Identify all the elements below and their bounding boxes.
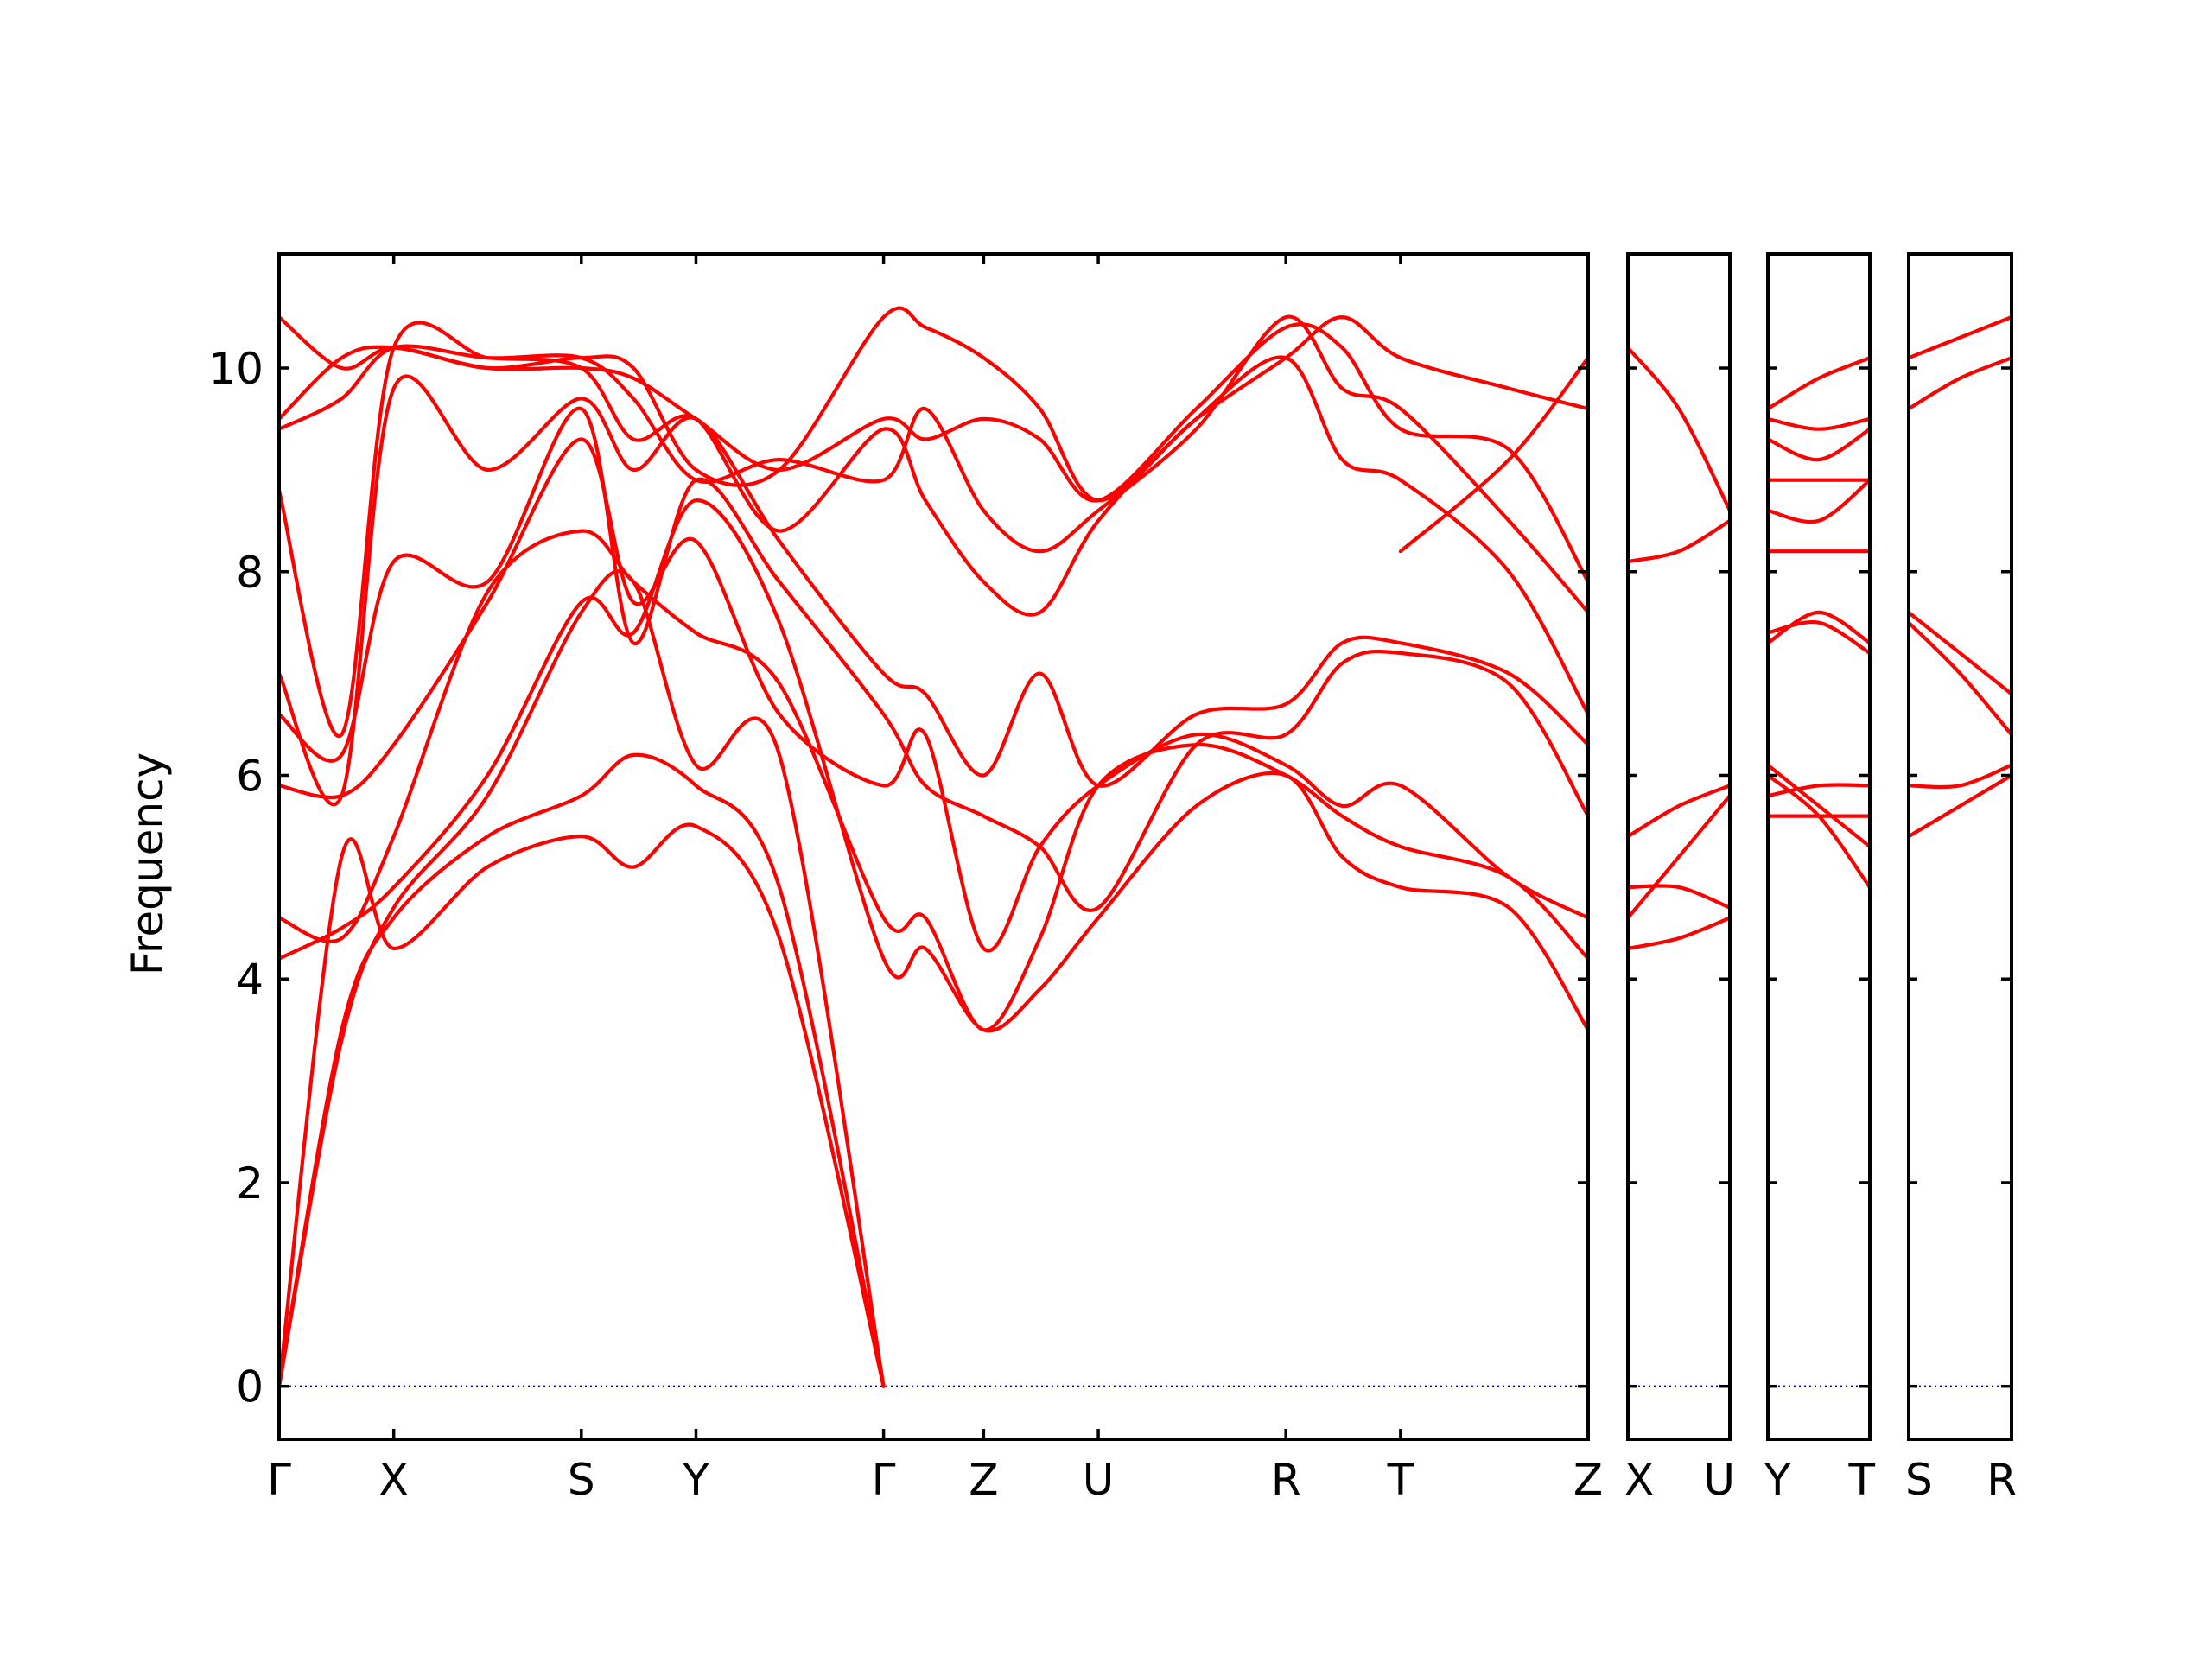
panel-frame xyxy=(1626,252,1732,1441)
band-5 xyxy=(1909,356,2012,411)
band-4 xyxy=(279,498,1588,1033)
bands-panel-x-u xyxy=(1628,346,1730,950)
panel-main: Γ X S Y Γ Z U R T Z 0 2 4 6 8 10 xyxy=(208,252,1603,1505)
band-6 xyxy=(1768,619,1870,656)
band-3 xyxy=(1909,620,2012,737)
x-tick-label: U xyxy=(1083,1455,1115,1505)
band-1 xyxy=(279,822,886,1388)
x-tick-label: Z xyxy=(1573,1455,1603,1505)
band-3 xyxy=(279,569,886,1388)
x-tick-label: X xyxy=(379,1455,409,1505)
band-6 xyxy=(279,437,1588,953)
band-8 xyxy=(1768,478,1870,524)
y-tick-label: 8 xyxy=(236,548,264,598)
band-4 xyxy=(1909,610,2012,696)
bands-main xyxy=(279,306,1588,1388)
panel-frame xyxy=(1766,252,1872,1441)
x-tick-label: R xyxy=(1986,1455,2017,1505)
x-tick-label: X xyxy=(1624,1455,1654,1505)
band-5 xyxy=(279,529,1588,1032)
x-tick-label: U xyxy=(1703,1455,1735,1505)
band-4 xyxy=(1768,763,1870,849)
band-3 xyxy=(1768,773,1870,890)
band-2 xyxy=(279,752,886,1388)
x-tick-label: Z xyxy=(969,1455,998,1505)
x-tick-label: Γ xyxy=(872,1455,896,1505)
y-axis-label: Frequency xyxy=(123,752,173,975)
x-tick-label: R xyxy=(1271,1455,1301,1505)
band-7 xyxy=(279,407,1588,912)
x-tick-label: Γ xyxy=(267,1455,291,1505)
x-tick-label: Y xyxy=(1764,1455,1791,1505)
band-12 xyxy=(1768,356,1870,411)
band-5 xyxy=(1768,610,1870,645)
y-tick-label: 2 xyxy=(236,1158,264,1209)
band-3 xyxy=(1628,884,1730,910)
band-6 xyxy=(1628,346,1730,513)
y-tick-label: 0 xyxy=(236,1362,264,1412)
x-tick-label: T xyxy=(1387,1455,1414,1505)
band-6 xyxy=(1909,315,2012,360)
y-tick-label: 4 xyxy=(236,955,264,1005)
band-2 xyxy=(1628,794,1730,920)
panel-frame xyxy=(1907,252,2013,1441)
band-1 xyxy=(1628,916,1730,950)
bands-panel-s-r xyxy=(1909,315,2012,839)
x-tick-label: Y xyxy=(682,1455,709,1505)
x-tick-label: T xyxy=(1847,1455,1875,1505)
y-tick-label: 6 xyxy=(236,751,264,801)
band-10 xyxy=(279,314,1588,614)
bands-panel-y-t xyxy=(1768,356,1870,890)
x-tick-label: S xyxy=(1905,1455,1933,1505)
band-2 xyxy=(1909,763,2012,790)
band-5 xyxy=(1628,518,1730,564)
band-8 xyxy=(279,374,1588,807)
band-2 xyxy=(1768,783,1870,798)
band-10 xyxy=(1768,427,1870,462)
y-tick-label: 10 xyxy=(208,344,264,394)
band-4 xyxy=(1628,784,1730,839)
band-13 xyxy=(1398,356,1588,554)
band-9 xyxy=(279,321,1588,739)
panel-frame xyxy=(277,252,1590,1441)
band-11 xyxy=(1768,416,1870,431)
band-1 xyxy=(1909,773,2012,839)
x-tick-label: S xyxy=(568,1455,595,1505)
band-12 xyxy=(279,306,1588,503)
band-11 xyxy=(279,322,1588,584)
